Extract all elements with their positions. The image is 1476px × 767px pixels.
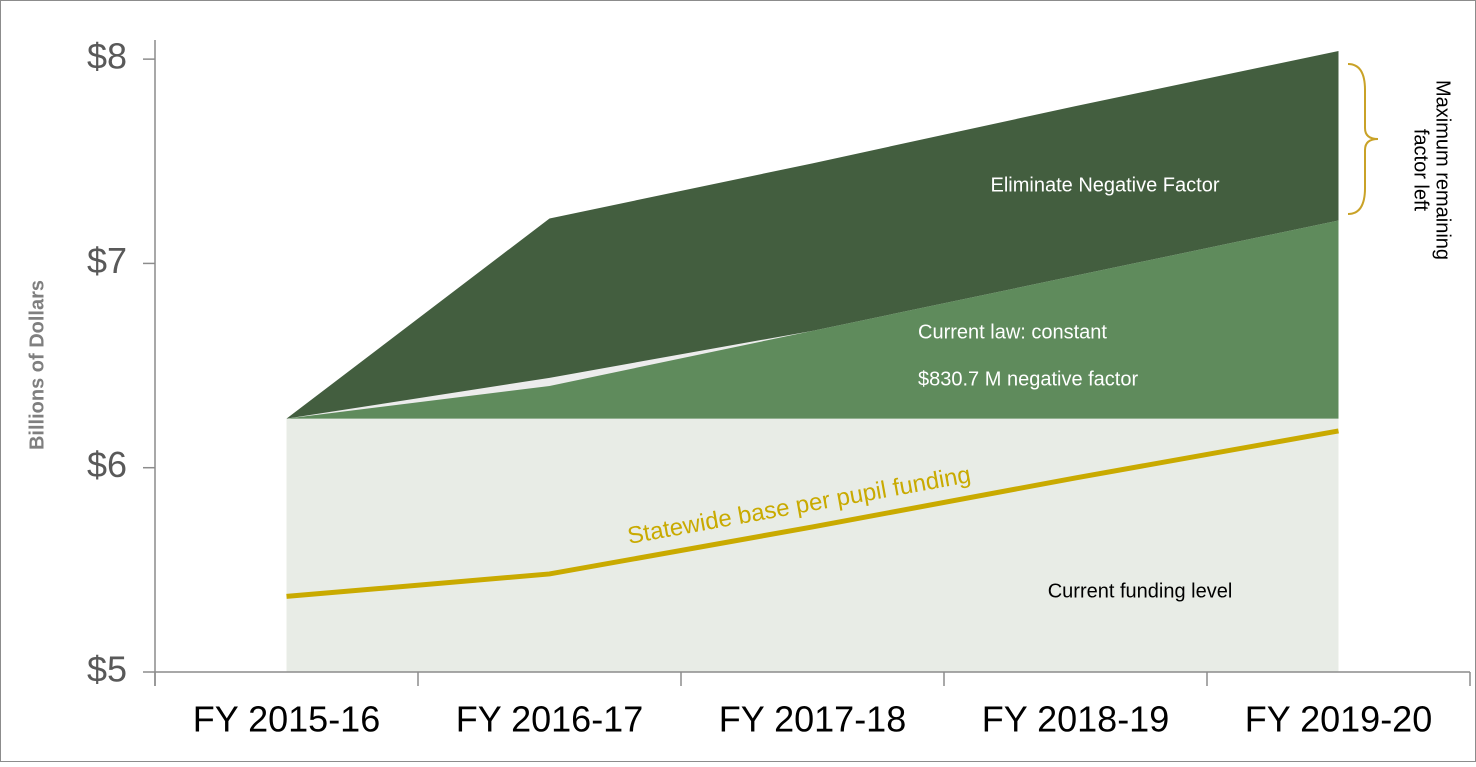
plot-area: FY 2015-16 FY 2016-17 FY 2017-18 FY 2018-19…	[87, 36, 1471, 740]
y-axis-label: Billions of Dollars	[26, 280, 48, 450]
bracket-label: Maximum remaining	[1432, 80, 1454, 260]
bracket	[1347, 63, 1379, 215]
series-label: Eliminate Negative Factor	[991, 174, 1220, 196]
y-tick-label: $8	[87, 36, 127, 77]
series-label: $830.7 M negative factor	[918, 368, 1138, 390]
y-tick-label: $7	[87, 240, 127, 281]
x-tick-label: FY 2017-18	[719, 699, 906, 740]
series-label: Current funding level	[1048, 580, 1233, 602]
x-tick-label: FY 2018-19	[982, 699, 1169, 740]
x-tick-label: FY 2015-16	[193, 699, 380, 740]
series-label: Current law: constant	[918, 321, 1107, 343]
area	[286, 418, 1339, 672]
x-tick-label: FY 2016-17	[456, 699, 643, 740]
bracket-label: factor left	[1410, 129, 1432, 212]
line	[286, 428, 1339, 599]
y-tick-label: $6	[87, 444, 127, 485]
y-tick-label: $5	[87, 649, 127, 690]
x-tick-label: FY 2019-20	[1245, 699, 1432, 740]
